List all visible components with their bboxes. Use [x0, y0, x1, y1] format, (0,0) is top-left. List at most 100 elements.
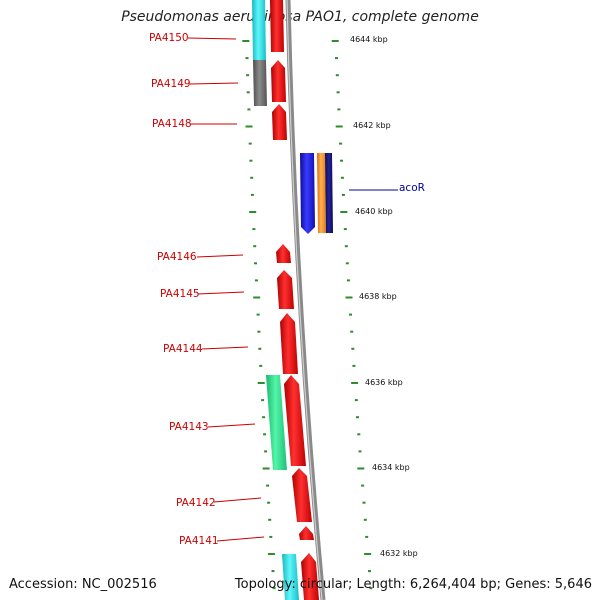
outer-tick: [335, 125, 343, 128]
tick-marks: [242, 40, 373, 590]
outer-tick: [339, 142, 343, 145]
scale-label-4636: 4636 kbp: [365, 378, 403, 387]
gene-features: [252, 0, 333, 600]
genome-summary-text: Topology: circular; Length: 6,264,404 bp…: [234, 577, 592, 592]
inner-tick: [252, 228, 256, 231]
outer-tick: [369, 587, 373, 590]
scale-labels: 4644 kbp 4642 kbp 4640 kbp 4638 kbp 4636…: [350, 35, 418, 558]
outer-tick: [362, 501, 366, 504]
inner-tick: [250, 193, 254, 196]
outer-tick: [346, 279, 350, 282]
scale-label-4634: 4634 kbp: [372, 463, 410, 472]
outer-tick: [356, 416, 359, 419]
outer-tick: [344, 245, 348, 248]
gene-pa4150: [270, 0, 284, 52]
gene-pa4150-cyan: [252, 0, 266, 60]
inner-tick: [249, 211, 257, 213]
gene-label-pa4150: PA4150: [149, 32, 189, 44]
leader-pa4141: [216, 536, 265, 542]
outer-tick: [345, 296, 353, 299]
outer-tick: [361, 484, 365, 487]
inner-tick: [264, 450, 268, 453]
inner-tick: [248, 142, 252, 145]
leader-pa4149: [189, 82, 239, 85]
gene-label-pa4143: PA4143: [169, 421, 209, 433]
outer-tick: [352, 364, 356, 367]
inner-tick: [242, 40, 250, 42]
gene-pa4144: [280, 313, 298, 374]
inner-tick: [246, 91, 250, 94]
inner-tick: [262, 416, 266, 419]
inner-tick: [254, 262, 257, 265]
gene-label-pa4145: PA4145: [160, 288, 200, 300]
outer-tick: [336, 91, 340, 94]
outer-tick: [357, 433, 361, 436]
gene-acor-blue: [300, 153, 315, 234]
outer-tick: [341, 193, 345, 196]
outer-tick: [340, 211, 348, 213]
gene-label-pa4146: PA4146: [157, 251, 197, 263]
gene-pa4143-green: [266, 375, 287, 470]
outer-tick: [368, 570, 371, 573]
gene-label-leaders: [187, 37, 398, 542]
gene-acor-navy: [325, 153, 333, 233]
inner-tick: [247, 108, 251, 111]
genome-backbone: [285, 0, 326, 600]
leader-pa4150: [187, 37, 237, 40]
inner-tick: [250, 176, 254, 179]
inner-tick: [257, 330, 261, 333]
outer-tick: [337, 108, 341, 111]
gene-acor-orange: [317, 153, 326, 233]
outer-tick: [363, 518, 367, 521]
inner-tick: [245, 57, 249, 60]
outer-tick: [345, 262, 349, 265]
gene-label-pa4149: PA4149: [151, 78, 191, 90]
gene-pa4148: [272, 104, 287, 140]
gene-pa4141: [299, 526, 314, 540]
inner-tick: [272, 587, 276, 590]
outer-tick: [343, 228, 347, 231]
map-title: Pseudomonas aeruginosa PAO1, complete ge…: [121, 9, 479, 25]
outer-tick: [335, 74, 339, 77]
scale-label-4644: 4644 kbp: [350, 35, 388, 44]
outer-tick: [335, 57, 338, 60]
scale-label-4640: 4640 kbp: [355, 207, 393, 216]
inner-tick: [258, 347, 262, 350]
leader-pa4143: [207, 423, 256, 428]
scale-label-4638: 4638 kbp: [359, 292, 397, 301]
gene-label-pa4141: PA4141: [179, 535, 219, 547]
outer-tick: [354, 399, 358, 402]
leader-pa4142: [213, 497, 262, 503]
gene-label-pa4142: PA4142: [176, 497, 216, 509]
inner-tick: [253, 245, 257, 248]
outer-tick: [351, 382, 359, 384]
inner-tick: [262, 467, 270, 470]
accession-text: Accession: NC_002516: [9, 577, 157, 592]
scale-label-4642: 4642 kbp: [353, 121, 391, 130]
outer-tick: [365, 535, 369, 538]
gene-pa4149-gray: [253, 60, 267, 106]
outer-tick: [331, 40, 339, 42]
leader-pa4145: [197, 291, 245, 295]
gene-pa4142: [292, 468, 312, 522]
gene-label-acor: acoR: [399, 182, 425, 194]
inner-tick: [261, 399, 265, 402]
inner-tick: [256, 313, 260, 316]
outer-tick: [351, 347, 355, 350]
inner-tick: [263, 433, 267, 436]
leader-pa4144: [201, 346, 249, 350]
gene-pa4149: [271, 60, 286, 102]
gene-pa4143: [284, 375, 306, 466]
outer-tick: [358, 450, 362, 453]
genome-backbone-highlight: [286, 0, 323, 600]
inner-tick: [249, 159, 253, 162]
inner-tick: [267, 501, 271, 504]
outer-tick: [340, 159, 343, 162]
inner-tick: [269, 535, 273, 538]
gene-pa4145: [277, 270, 294, 309]
gene-label-pa4144: PA4144: [163, 343, 203, 355]
outer-tick: [357, 467, 365, 470]
gene-labels: PA4150 PA4149 PA4148 acoR PA4146 PA4145 …: [149, 32, 425, 547]
